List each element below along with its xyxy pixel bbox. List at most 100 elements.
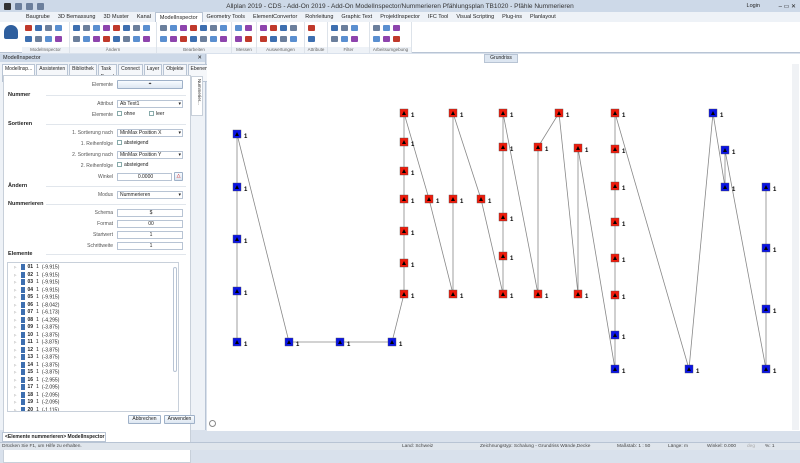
order1-checkbox[interactable]: absteigend <box>117 140 148 146</box>
ribbon-tab[interactable]: Visual Scripting <box>456 14 495 20</box>
expand-icon[interactable]: ▹ <box>14 384 17 391</box>
tool-icon[interactable] <box>270 36 277 42</box>
expand-icon[interactable]: ▹ <box>14 361 17 368</box>
tool-icon[interactable] <box>351 36 358 42</box>
navigation-icon[interactable] <box>209 420 216 427</box>
tool-icon[interactable] <box>143 25 150 31</box>
tool-icon[interactable] <box>331 36 338 42</box>
expand-icon[interactable]: ▹ <box>14 346 17 353</box>
apply-button[interactable]: Anwenden <box>164 415 195 424</box>
tool-icon[interactable] <box>170 25 177 31</box>
tool-icon[interactable] <box>180 36 187 42</box>
tab-grundriss[interactable]: Grundriss <box>484 54 518 63</box>
tool-icon[interactable] <box>180 25 187 31</box>
list-item[interactable]: ▹ 04 1 (-9.915) <box>8 286 178 295</box>
schrittweite-input[interactable]: 1 <box>117 242 183 250</box>
tool-icon[interactable] <box>373 25 380 31</box>
list-item[interactable]: ▹ 11 1 (-3.875) <box>8 339 178 347</box>
tool-icon[interactable] <box>83 25 90 31</box>
tool-icon[interactable] <box>190 36 197 42</box>
tool-icon[interactable] <box>133 25 140 31</box>
list-item[interactable]: ▹ 18 1 (-2.095) <box>8 391 178 400</box>
expand-icon[interactable]: ▹ <box>14 399 17 406</box>
tool-icon[interactable] <box>383 36 390 42</box>
tool-icon[interactable] <box>83 36 90 42</box>
schema-input[interactable]: $ <box>117 209 183 217</box>
element-tree[interactable]: ▹ 01 1 (-9.915) ▹ 02 1 (-9.915) ▹ 03 1 (-9.915) ▹ 04 1… <box>7 262 179 412</box>
tool-icon[interactable] <box>210 36 217 42</box>
ribbon-tab[interactable]: Geometry Tools <box>206 14 245 20</box>
tool-icon[interactable] <box>143 36 150 42</box>
tool-icon[interactable] <box>25 25 32 31</box>
list-item[interactable]: ▹ 01 1 (-9.915) <box>8 264 178 272</box>
list-item[interactable]: ▹ 13 1 (-3.875) <box>8 354 178 362</box>
modus-dropdown[interactable]: Nummerieren <box>117 191 183 199</box>
ribbon-tab[interactable]: Planlayout <box>530 14 556 20</box>
tool-icon[interactable] <box>25 36 32 42</box>
tool-icon[interactable] <box>123 25 130 31</box>
tool-icon[interactable] <box>133 36 140 42</box>
status-massstab[interactable]: Maßstab: 1 : 50 <box>617 444 651 449</box>
list-item[interactable]: ▹ 20 1 (-1.115) <box>8 406 178 411</box>
expand-icon[interactable]: ▹ <box>14 309 17 316</box>
drawing[interactable]: 1 1 1 1 1 1 1 1 1 1 1 1 1 1 1 1 1 1 1 1 1 1 1 1 1 1 1 1 1 1 1 1 1 1 1 1 1 1 1 1… <box>207 54 800 431</box>
expand-icon[interactable]: ▹ <box>14 369 17 376</box>
tool-icon[interactable] <box>123 36 130 42</box>
list-item[interactable]: ▹ 06 1 (-8.042) <box>8 301 178 310</box>
expand-icon[interactable]: ▹ <box>14 316 17 323</box>
status-winkel[interactable]: Winkel: 0.000 <box>707 444 737 449</box>
tool-icon[interactable] <box>93 36 100 42</box>
list-item[interactable]: ▹ 14 1 (-3.875) <box>8 361 178 370</box>
tool-icon[interactable] <box>190 25 197 31</box>
tool-icon[interactable] <box>210 25 217 31</box>
select-elements-button[interactable]: ⌖ <box>117 80 183 89</box>
tool-icon[interactable] <box>160 36 167 42</box>
tool-icon[interactable] <box>103 25 110 31</box>
tool-icon[interactable] <box>103 36 110 42</box>
tool-icon[interactable] <box>73 36 80 42</box>
tool-icon[interactable] <box>55 36 62 42</box>
expand-icon[interactable]: ▹ <box>14 301 17 308</box>
close-icon[interactable]: ✕ <box>197 55 202 61</box>
expand-icon[interactable]: ▹ <box>14 286 17 293</box>
ribbon-tab[interactable]: ModelInspector <box>154 12 203 22</box>
ribbon-tab[interactable]: Plug-ins <box>502 14 523 20</box>
ohne-checkbox[interactable]: ohne <box>117 111 135 117</box>
expand-icon[interactable]: ▹ <box>14 354 17 361</box>
ribbon-tab[interactable]: Kanal <box>136 14 151 20</box>
tool-icon[interactable] <box>220 25 227 31</box>
tool-icon[interactable] <box>200 36 207 42</box>
tab-elemente-nummerieren[interactable]: <Elemente nummerieren> ModelInspector <box>2 432 106 442</box>
tool-icon[interactable] <box>341 25 348 31</box>
tool-icon[interactable] <box>55 25 62 31</box>
tool-icon[interactable] <box>383 25 390 31</box>
list-item[interactable]: ▹ 15 1 (-3.875) <box>8 369 178 377</box>
tool-icon[interactable] <box>35 36 42 42</box>
list-item[interactable]: ▹ 12 1 (-3.875) <box>8 346 178 355</box>
tool-icon[interactable] <box>308 36 315 42</box>
tool-icon[interactable] <box>160 25 167 31</box>
tool-icon[interactable] <box>308 25 315 31</box>
leer-checkbox[interactable]: leer <box>149 111 164 117</box>
list-item[interactable]: ▹ 16 1 (-2.955) <box>8 376 178 385</box>
expand-icon[interactable]: ▹ <box>14 294 17 301</box>
sort1-dropdown[interactable]: MinMax Position X <box>117 129 183 137</box>
tool-icon[interactable] <box>245 25 252 31</box>
tool-icon[interactable] <box>393 36 400 42</box>
attribut-dropdown[interactable]: Ab Text1 <box>117 100 183 108</box>
user-icon[interactable] <box>4 25 18 39</box>
cancel-button[interactable]: Abbrechen <box>128 415 161 424</box>
order2-checkbox[interactable]: absteigend <box>117 162 148 168</box>
tool-icon[interactable] <box>341 36 348 42</box>
quick-access-icon[interactable] <box>15 2 22 10</box>
ribbon-tab[interactable]: 3D Muster <box>103 14 129 20</box>
expand-icon[interactable]: ▹ <box>14 324 17 331</box>
list-item[interactable]: ▹ 17 1 (-2.095) <box>8 384 178 392</box>
tool-icon[interactable] <box>170 36 177 42</box>
sort2-dropdown[interactable]: MinMax Position Y <box>117 151 183 159</box>
tool-icon[interactable] <box>393 25 400 31</box>
expand-icon[interactable]: ▹ <box>14 331 17 338</box>
tool-icon[interactable] <box>270 25 277 31</box>
tool-icon[interactable] <box>331 25 338 31</box>
status-percent[interactable]: %: 1 <box>765 444 775 449</box>
